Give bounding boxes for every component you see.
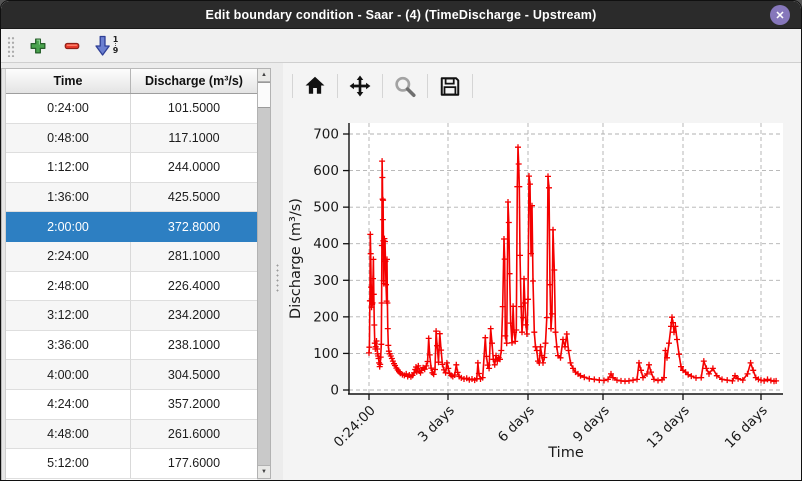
window-title: Edit boundary condition - Saar - (4) (Ti… bbox=[205, 7, 597, 22]
discharge-cell[interactable]: 177.6000 bbox=[131, 449, 257, 479]
home-button[interactable] bbox=[298, 70, 332, 102]
time-cell[interactable]: 2:48:00 bbox=[6, 271, 131, 302]
sort-badge-bottom: 9 bbox=[112, 46, 119, 55]
splitter-grip-icon bbox=[276, 263, 279, 293]
minus-icon bbox=[64, 42, 80, 49]
toolbar-separator bbox=[292, 74, 293, 98]
discharge-cell[interactable]: 234.2000 bbox=[131, 301, 257, 331]
time-cell[interactable]: 5:12:00 bbox=[6, 449, 131, 479]
discharge-series-markers bbox=[366, 144, 780, 385]
save-button[interactable] bbox=[433, 70, 467, 102]
panel-splitter[interactable] bbox=[271, 63, 283, 480]
time-cell[interactable]: 2:24:00 bbox=[6, 241, 131, 272]
y-tick-label: 100 bbox=[313, 346, 339, 362]
close-button[interactable]: ✕ bbox=[770, 5, 790, 25]
remove-row-button[interactable] bbox=[57, 32, 87, 60]
time-cell[interactable]: 0:48:00 bbox=[6, 123, 131, 154]
sort-range-badge: 1 9 bbox=[112, 35, 119, 55]
sort-ascending-button[interactable]: 1 9 bbox=[91, 32, 121, 60]
time-cell[interactable]: 3:12:00 bbox=[6, 301, 131, 331]
time-cell[interactable]: 4:48:00 bbox=[6, 419, 131, 450]
y-tick-label: 600 bbox=[313, 163, 339, 179]
table-row[interactable]: 1:12:00 244.0000 bbox=[6, 153, 257, 183]
table-header-row: Time Discharge (m³/s) bbox=[6, 69, 257, 94]
table-row[interactable]: 5:12:00 177.6000 bbox=[6, 449, 257, 479]
column-header-time[interactable]: Time bbox=[6, 69, 131, 93]
discharge-cell[interactable]: 372.8000 bbox=[131, 212, 257, 242]
sort-badge-top: 1 bbox=[112, 35, 119, 44]
time-cell[interactable]: 1:36:00 bbox=[6, 182, 131, 213]
table-row[interactable]: 4:24:00 357.2000 bbox=[6, 389, 257, 420]
table-row[interactable]: 2:48:00 226.4000 bbox=[6, 271, 257, 302]
table-row[interactable]: 1:36:00 425.5000 bbox=[6, 182, 257, 213]
time-cell[interactable]: 4:24:00 bbox=[6, 389, 131, 420]
y-tick-label: 500 bbox=[313, 200, 339, 216]
row-header-strip bbox=[2, 69, 6, 480]
y-tick-label: 300 bbox=[313, 273, 339, 289]
magnifier-icon bbox=[395, 76, 416, 97]
y-tick-label: 400 bbox=[313, 236, 339, 252]
discharge-cell[interactable]: 304.5000 bbox=[131, 360, 257, 390]
scrollbar-thumb[interactable] bbox=[258, 82, 270, 108]
titlebar: Edit boundary condition - Saar - (4) (Ti… bbox=[1, 1, 801, 29]
discharge-cell[interactable]: 238.1000 bbox=[131, 331, 257, 361]
table-row[interactable]: 4:00:00 304.5000 bbox=[6, 360, 257, 390]
pan-button[interactable] bbox=[343, 70, 377, 102]
timeseries-table: Time Discharge (m³/s) 0:24:00 101.5000 0:4… bbox=[1, 68, 257, 480]
discharge-cell[interactable]: 226.4000 bbox=[131, 272, 257, 302]
home-icon bbox=[305, 76, 325, 94]
save-floppy-icon bbox=[440, 76, 460, 96]
discharge-cell[interactable]: 261.6000 bbox=[131, 420, 257, 450]
plus-icon bbox=[30, 38, 46, 53]
discharge-cell[interactable]: 357.2000 bbox=[131, 390, 257, 420]
discharge-cell[interactable]: 281.1000 bbox=[131, 242, 257, 272]
discharge-cell[interactable]: 117.1000 bbox=[131, 124, 257, 154]
discharge-cell[interactable]: 101.5000 bbox=[131, 94, 257, 124]
y-tick-label: 700 bbox=[313, 127, 339, 143]
table-scrollbar[interactable]: ▲ ▼ bbox=[257, 68, 271, 479]
add-row-button[interactable] bbox=[23, 32, 53, 60]
discharge-cell[interactable]: 425.5000 bbox=[131, 183, 257, 213]
scrollbar-down-arrow[interactable]: ▼ bbox=[258, 465, 270, 478]
toolbar-separator bbox=[472, 74, 473, 98]
toolbar-separator bbox=[382, 74, 383, 98]
edit-toolbar: 1 9 bbox=[1, 29, 801, 63]
timeseries-table-panel: Time Discharge (m³/s) 0:24:00 101.5000 0:4… bbox=[1, 63, 271, 480]
table-row[interactable]: 4:48:00 261.6000 bbox=[6, 419, 257, 450]
time-cell[interactable]: 4:00:00 bbox=[6, 360, 131, 390]
table-row[interactable]: 3:36:00 238.1000 bbox=[6, 330, 257, 361]
time-cell[interactable]: 0:24:00 bbox=[6, 94, 131, 124]
zoom-button[interactable] bbox=[388, 70, 422, 102]
sort-arrow-down-icon bbox=[95, 35, 110, 56]
table-row[interactable]: 0:24:00 101.5000 bbox=[6, 94, 257, 124]
column-header-discharge[interactable]: Discharge (m³/s) bbox=[145, 74, 243, 88]
chart-toolbar bbox=[283, 63, 801, 109]
y-tick-label: 200 bbox=[313, 309, 339, 325]
scrollbar-up-arrow[interactable]: ▲ bbox=[258, 69, 270, 82]
time-cell[interactable]: 3:36:00 bbox=[6, 330, 131, 361]
time-cell[interactable]: 2:00:00 bbox=[6, 212, 131, 242]
chart-panel: 0 100 200 300 400 500 600 700 0:24:00 3 days 6 day… bbox=[283, 63, 801, 481]
toolbar-separator bbox=[427, 74, 428, 98]
y-axis-label: Discharge (m³/s) bbox=[288, 198, 304, 319]
figure-area: 0 100 200 300 400 500 600 700 0:24:00 3 days 6 day… bbox=[283, 109, 801, 481]
toolbar-separator bbox=[337, 74, 338, 98]
table-row[interactable]: 0:48:00 117.1000 bbox=[6, 123, 257, 154]
close-icon: ✕ bbox=[775, 9, 785, 22]
time-cell[interactable]: 1:12:00 bbox=[6, 153, 131, 183]
axes-background bbox=[349, 123, 783, 394]
table-row[interactable]: 2:24:00 281.1000 bbox=[6, 241, 257, 272]
table-row[interactable]: 3:12:00 234.2000 bbox=[6, 301, 257, 331]
toolbar-grip-handle[interactable] bbox=[7, 34, 15, 57]
table-row[interactable]: 2:00:00 372.8000 bbox=[6, 212, 257, 242]
x-axis-label: Time bbox=[547, 445, 584, 461]
main-area: Time Discharge (m³/s) 0:24:00 101.5000 0:4… bbox=[1, 63, 801, 481]
sort-badge-dots bbox=[115, 43, 116, 48]
table-body: 0:24:00 101.5000 0:48:00 117.1000 1:12:00 244… bbox=[6, 94, 257, 479]
pan-move-icon bbox=[349, 75, 371, 97]
discharge-cell[interactable]: 244.0000 bbox=[131, 153, 257, 183]
y-tick-label: 0 bbox=[330, 383, 339, 399]
